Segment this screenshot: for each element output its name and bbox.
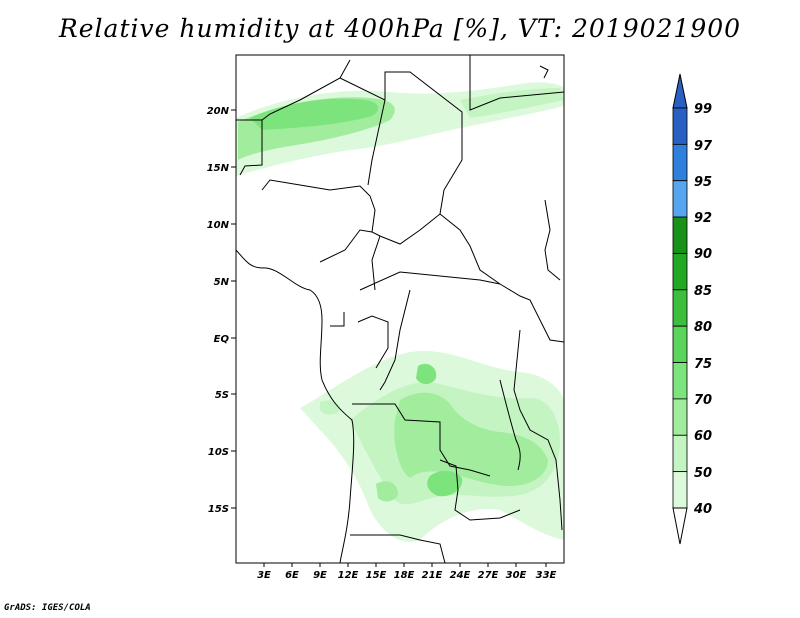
humidity-south-core	[394, 392, 548, 486]
colorbar-arrow-bottom	[672, 507, 688, 545]
colorbar-label: 70	[694, 393, 712, 408]
colorbar-box	[672, 180, 688, 218]
humidity-south-blob-4	[320, 400, 340, 415]
lon-label: 3E	[257, 570, 271, 581]
colorbar-box	[672, 143, 688, 182]
humidity-south-blob-1	[416, 363, 437, 384]
lon-label: 6E	[285, 570, 299, 581]
lon-label: 33E	[536, 570, 557, 581]
humidity-band-north-east	[460, 88, 564, 118]
latitude-axis: 20N 15N 10N 5N EQ 5S 10S 15S	[207, 106, 236, 515]
lat-label: 20N	[207, 106, 230, 117]
lat-label: 5N	[214, 277, 230, 288]
colorbar-box	[672, 471, 688, 509]
lat-label: 5S	[215, 390, 229, 401]
lat-label: 10S	[208, 447, 229, 458]
colorbar-box	[672, 107, 688, 145]
colorbar-box	[672, 398, 688, 436]
colorbar-label: 92	[694, 211, 712, 226]
colorbar-arrow-top	[672, 73, 688, 109]
lat-label: EQ	[214, 334, 230, 345]
coastlines-borders	[236, 55, 564, 563]
colorbar-box	[672, 216, 688, 254]
lat-label: 15S	[208, 504, 229, 515]
colorbar: 99 97 95 92 90 85 80 75 70 60 50 40	[672, 73, 713, 545]
colorbar-label: 80	[694, 320, 712, 335]
lon-label: 18E	[394, 570, 415, 581]
lon-label: 30E	[506, 570, 527, 581]
humidity-south-blob-2	[427, 470, 463, 497]
lat-label: 10N	[207, 220, 230, 231]
colorbar-box	[672, 325, 688, 363]
map-title: Relative humidity at 400hPa [%], VT: 201…	[58, 14, 742, 43]
colorbar-label: 75	[694, 357, 712, 372]
colorbar-label: 95	[694, 175, 712, 190]
humidity-band-north-core	[250, 98, 379, 130]
map-frame	[235, 54, 565, 564]
humidity-shading	[236, 82, 564, 542]
lon-label: 21E	[422, 570, 443, 581]
lon-label: 27E	[478, 570, 499, 581]
grads-credit: GrADS: IGES/COLA	[4, 603, 91, 613]
colorbar-label: 85	[694, 284, 712, 299]
lat-label: 15N	[207, 163, 230, 174]
lon-label: 15E	[366, 570, 387, 581]
colorbar-boxes	[672, 107, 688, 509]
colorbar-box	[672, 362, 688, 400]
colorbar-box	[672, 253, 688, 291]
colorbar-label: 99	[694, 102, 712, 117]
colorbar-label: 50	[694, 466, 712, 481]
longitude-axis: 3E 6E 9E 12E 15E 18E 21E 24E 27E 30E 33E	[257, 563, 557, 581]
colorbar-box	[672, 434, 688, 473]
colorbar-label: 90	[694, 247, 712, 262]
colorbar-label: 97	[694, 139, 713, 154]
lon-label: 24E	[450, 570, 471, 581]
humidity-south-blob-3	[376, 481, 398, 502]
colorbar-label: 40	[693, 502, 712, 517]
colorbar-label: 60	[694, 429, 712, 444]
lon-label: 12E	[338, 570, 359, 581]
colorbar-box	[672, 289, 688, 327]
colorbar-labels: 99 97 95 92 90 85 80 75 70 60 50 40	[693, 102, 713, 517]
lon-label: 9E	[313, 570, 327, 581]
